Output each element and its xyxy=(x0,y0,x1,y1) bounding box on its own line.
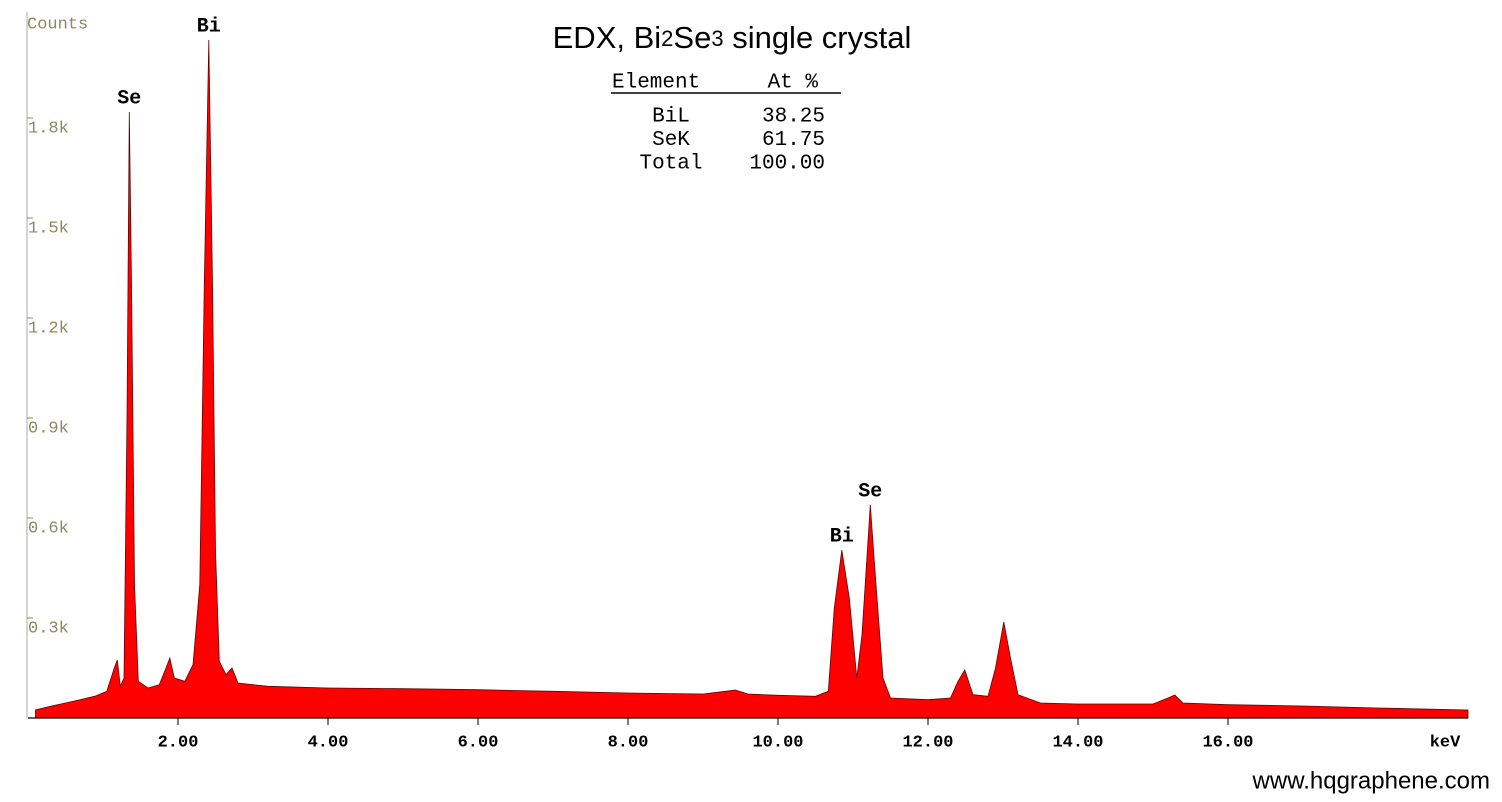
y-tick-label: 1.2k xyxy=(28,319,69,338)
x-tick-label: 2.00 xyxy=(158,733,199,752)
x-tick-label: 16.00 xyxy=(1202,733,1253,752)
peak-label: Bi xyxy=(830,525,854,548)
y-tick-label: 1.8k xyxy=(28,119,69,138)
table-value: 38.25 xyxy=(762,106,825,129)
y-tick-label: 0.6k xyxy=(28,519,69,538)
x-tick-label: 6.00 xyxy=(458,733,499,752)
table-value: 61.75 xyxy=(762,129,825,152)
peak-label: Se xyxy=(858,480,882,503)
spectrum-area xyxy=(35,39,1469,719)
y-tick-label: 0.3k xyxy=(28,619,69,638)
x-tick-label: 12.00 xyxy=(902,733,953,752)
table-element: BiL xyxy=(652,106,690,129)
x-tick-label: 4.00 xyxy=(308,733,349,752)
table-element: SeK xyxy=(652,129,690,152)
y-tick-label: 1.5k xyxy=(28,219,69,238)
y-axis-label: Counts xyxy=(27,15,88,34)
table-header: Element xyxy=(612,72,700,95)
chart-title: EDX, Bi2Se3 single crystal xyxy=(553,20,912,55)
x-tick-label: 8.00 xyxy=(608,733,649,752)
x-tick-label: 10.00 xyxy=(752,733,803,752)
x-tick-label: 14.00 xyxy=(1052,733,1103,752)
watermark: www.hqgraphene.com xyxy=(1252,767,1490,794)
x-axis-label: keV xyxy=(1430,733,1461,752)
table-header: At % xyxy=(768,72,819,95)
table-value: 100.00 xyxy=(749,153,825,176)
peak-label: Bi xyxy=(197,15,221,38)
y-tick-label: 0.9k xyxy=(28,419,69,438)
table-element: Total xyxy=(639,153,702,176)
peak-label: Se xyxy=(117,87,141,110)
